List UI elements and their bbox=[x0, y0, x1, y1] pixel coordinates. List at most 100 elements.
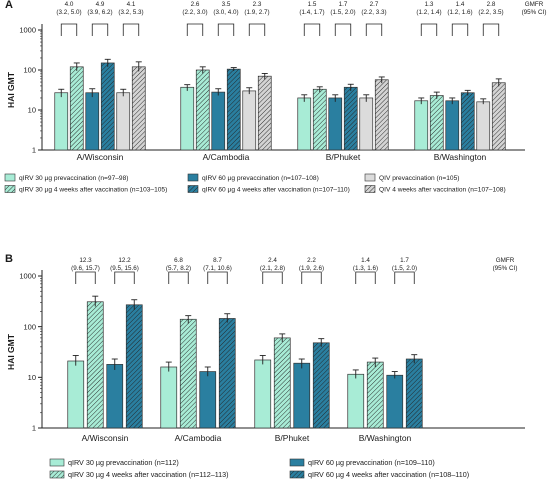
legend-entry: qIRV 30 µg prevaccination (n=112) bbox=[68, 458, 179, 467]
y-tick-label: 1 bbox=[32, 424, 36, 433]
bar-4-3 bbox=[476, 101, 491, 151]
bar-0-3 bbox=[347, 373, 365, 429]
category-label: A/Cambodia bbox=[175, 433, 222, 443]
gmfr-value: 2.7 bbox=[370, 1, 379, 8]
bar-hatch bbox=[101, 62, 115, 151]
gmfr-bracket bbox=[394, 271, 415, 284]
legend-swatch bbox=[4, 173, 16, 182]
gmfr-ci: (9.6, 15.7) bbox=[71, 265, 100, 272]
gmfr-bracket bbox=[75, 271, 96, 284]
legend-entry: qIRV 30 µg prevaccination (n=97–98) bbox=[19, 175, 128, 182]
gmfr-bracket bbox=[355, 271, 376, 284]
bar-hatch bbox=[219, 318, 236, 428]
bar-2-2 bbox=[293, 362, 311, 429]
gmfr-bracket bbox=[248, 23, 266, 36]
gmfr-value: 1.7 bbox=[400, 257, 409, 264]
legend-swatch-hatch bbox=[5, 185, 15, 193]
bar-0-0 bbox=[54, 92, 69, 151]
gmfr-value: 2.4 bbox=[268, 257, 277, 264]
gmfr-ci: (3.9, 6.2) bbox=[87, 9, 112, 16]
gmfr-bracket bbox=[420, 23, 438, 36]
gmfr-bracket bbox=[168, 271, 189, 284]
panel-letter: A bbox=[5, 0, 13, 11]
bar-hatch bbox=[180, 319, 197, 428]
gmfr-value: 2.6 bbox=[191, 1, 200, 8]
bar-0-2 bbox=[297, 97, 312, 151]
bar-hatch bbox=[274, 337, 291, 428]
gmfr-ci: (3.2, 5.3) bbox=[118, 9, 143, 16]
y-tick-label: 1000 bbox=[19, 26, 36, 35]
y-tick-label: 1000 bbox=[19, 272, 36, 281]
gmfr-value: 1.3 bbox=[425, 1, 434, 8]
gmfr-bracket bbox=[301, 271, 322, 284]
y-tick-label: 100 bbox=[23, 66, 36, 75]
bar-2-3 bbox=[386, 374, 404, 429]
bar-hatch bbox=[132, 66, 146, 150]
category-label: B/Washington bbox=[359, 433, 412, 443]
gmfr-value: 6.8 bbox=[174, 257, 183, 264]
bar-hatch bbox=[367, 362, 384, 428]
y-axis-label: HAI GMT bbox=[6, 333, 16, 370]
gmfr-value: 2.3 bbox=[253, 1, 262, 8]
bar-2-3 bbox=[445, 100, 460, 151]
bar-0-0 bbox=[67, 360, 85, 429]
bar-hatch bbox=[461, 92, 475, 150]
gmfr-bracket bbox=[186, 23, 204, 36]
bar-hatch bbox=[87, 301, 104, 428]
gmfr-ci: (1.9, 2.7) bbox=[244, 9, 269, 16]
bar-2-1 bbox=[199, 371, 217, 429]
legend-swatch bbox=[187, 173, 199, 182]
gmfr-ci: (1.4, 1.7) bbox=[299, 9, 324, 16]
legend-entry: QIV prevaccination (n=105) bbox=[379, 175, 459, 182]
y-tick-label: 10 bbox=[28, 373, 36, 382]
bar-hatch bbox=[430, 95, 444, 150]
bar-hatch bbox=[196, 70, 210, 150]
gmfr-ci: (2.2, 3.0) bbox=[182, 9, 207, 16]
legend-swatch-hatch bbox=[50, 471, 64, 478]
gmfr-value: 1.4 bbox=[361, 257, 370, 264]
gmfr-header: GMFR (95% CI) bbox=[493, 257, 518, 272]
legend-swatch bbox=[364, 173, 376, 182]
bar-hatch bbox=[313, 89, 327, 150]
gmfr-value: 2.8 bbox=[487, 1, 496, 8]
legend-entry: qIRV 60 µg prevaccination (n=109–110) bbox=[308, 458, 435, 467]
bar-hatch bbox=[375, 79, 389, 150]
y-axis-label: HAI GMT bbox=[6, 71, 16, 108]
bar-0-1 bbox=[180, 86, 195, 151]
gmfr-ci: (1.3, 1.6) bbox=[353, 265, 378, 272]
gmfr-ci: (2.2, 3.3) bbox=[361, 9, 386, 16]
y-tick-label: 100 bbox=[23, 322, 36, 331]
gmfr-bracket bbox=[303, 23, 321, 36]
legend-swatch bbox=[49, 458, 65, 467]
gmfr-ci: (9.5, 15.6) bbox=[110, 265, 139, 272]
bar-2-0 bbox=[85, 92, 100, 151]
bar-0-3 bbox=[414, 100, 429, 151]
category-label: B/Phuket bbox=[275, 433, 310, 443]
bar-hatch bbox=[126, 304, 143, 428]
category-label: A/Cambodia bbox=[203, 152, 250, 162]
category-label: A/Wisconsin bbox=[77, 152, 124, 162]
gmfr-ci: (1.5, 2.0) bbox=[392, 265, 417, 272]
gmfr-ci: (3.2, 5.0) bbox=[56, 9, 81, 16]
gmfr-value: 12.2 bbox=[118, 257, 131, 264]
legend-swatch-hatch bbox=[188, 185, 198, 193]
category-label: A/Wisconsin bbox=[82, 433, 129, 443]
gmfr-ci: (1.2, 1.6) bbox=[447, 9, 472, 16]
bar-hatch bbox=[258, 76, 272, 150]
bar-4-2 bbox=[359, 97, 374, 151]
gmfr-bracket bbox=[365, 23, 383, 36]
legend-entry: qIRV 60 µg 4 weeks after vaccination (n=… bbox=[308, 470, 469, 479]
gmfr-ci: (1.9, 2.6) bbox=[299, 265, 324, 272]
legend-entry: qIRV 60 µg prevaccination (n=107–108) bbox=[202, 175, 319, 182]
gmfr-ci: (7.1, 10.6) bbox=[203, 265, 232, 272]
y-tick-label: 1 bbox=[32, 146, 36, 155]
gmfr-ci: (3.0, 4.0) bbox=[213, 9, 238, 16]
gmfr-bracket bbox=[482, 23, 500, 36]
legend-swatch-hatch bbox=[365, 185, 375, 193]
legend-entry: QIV 4 weeks after vaccination (n=107–108… bbox=[379, 187, 506, 194]
bar-0-1 bbox=[160, 366, 178, 429]
bar-hatch bbox=[313, 342, 330, 428]
gmfr-value: 1.4 bbox=[456, 1, 465, 8]
gmfr-ci: (2.2, 3.5) bbox=[478, 9, 503, 16]
category-label: B/Phuket bbox=[326, 152, 361, 162]
